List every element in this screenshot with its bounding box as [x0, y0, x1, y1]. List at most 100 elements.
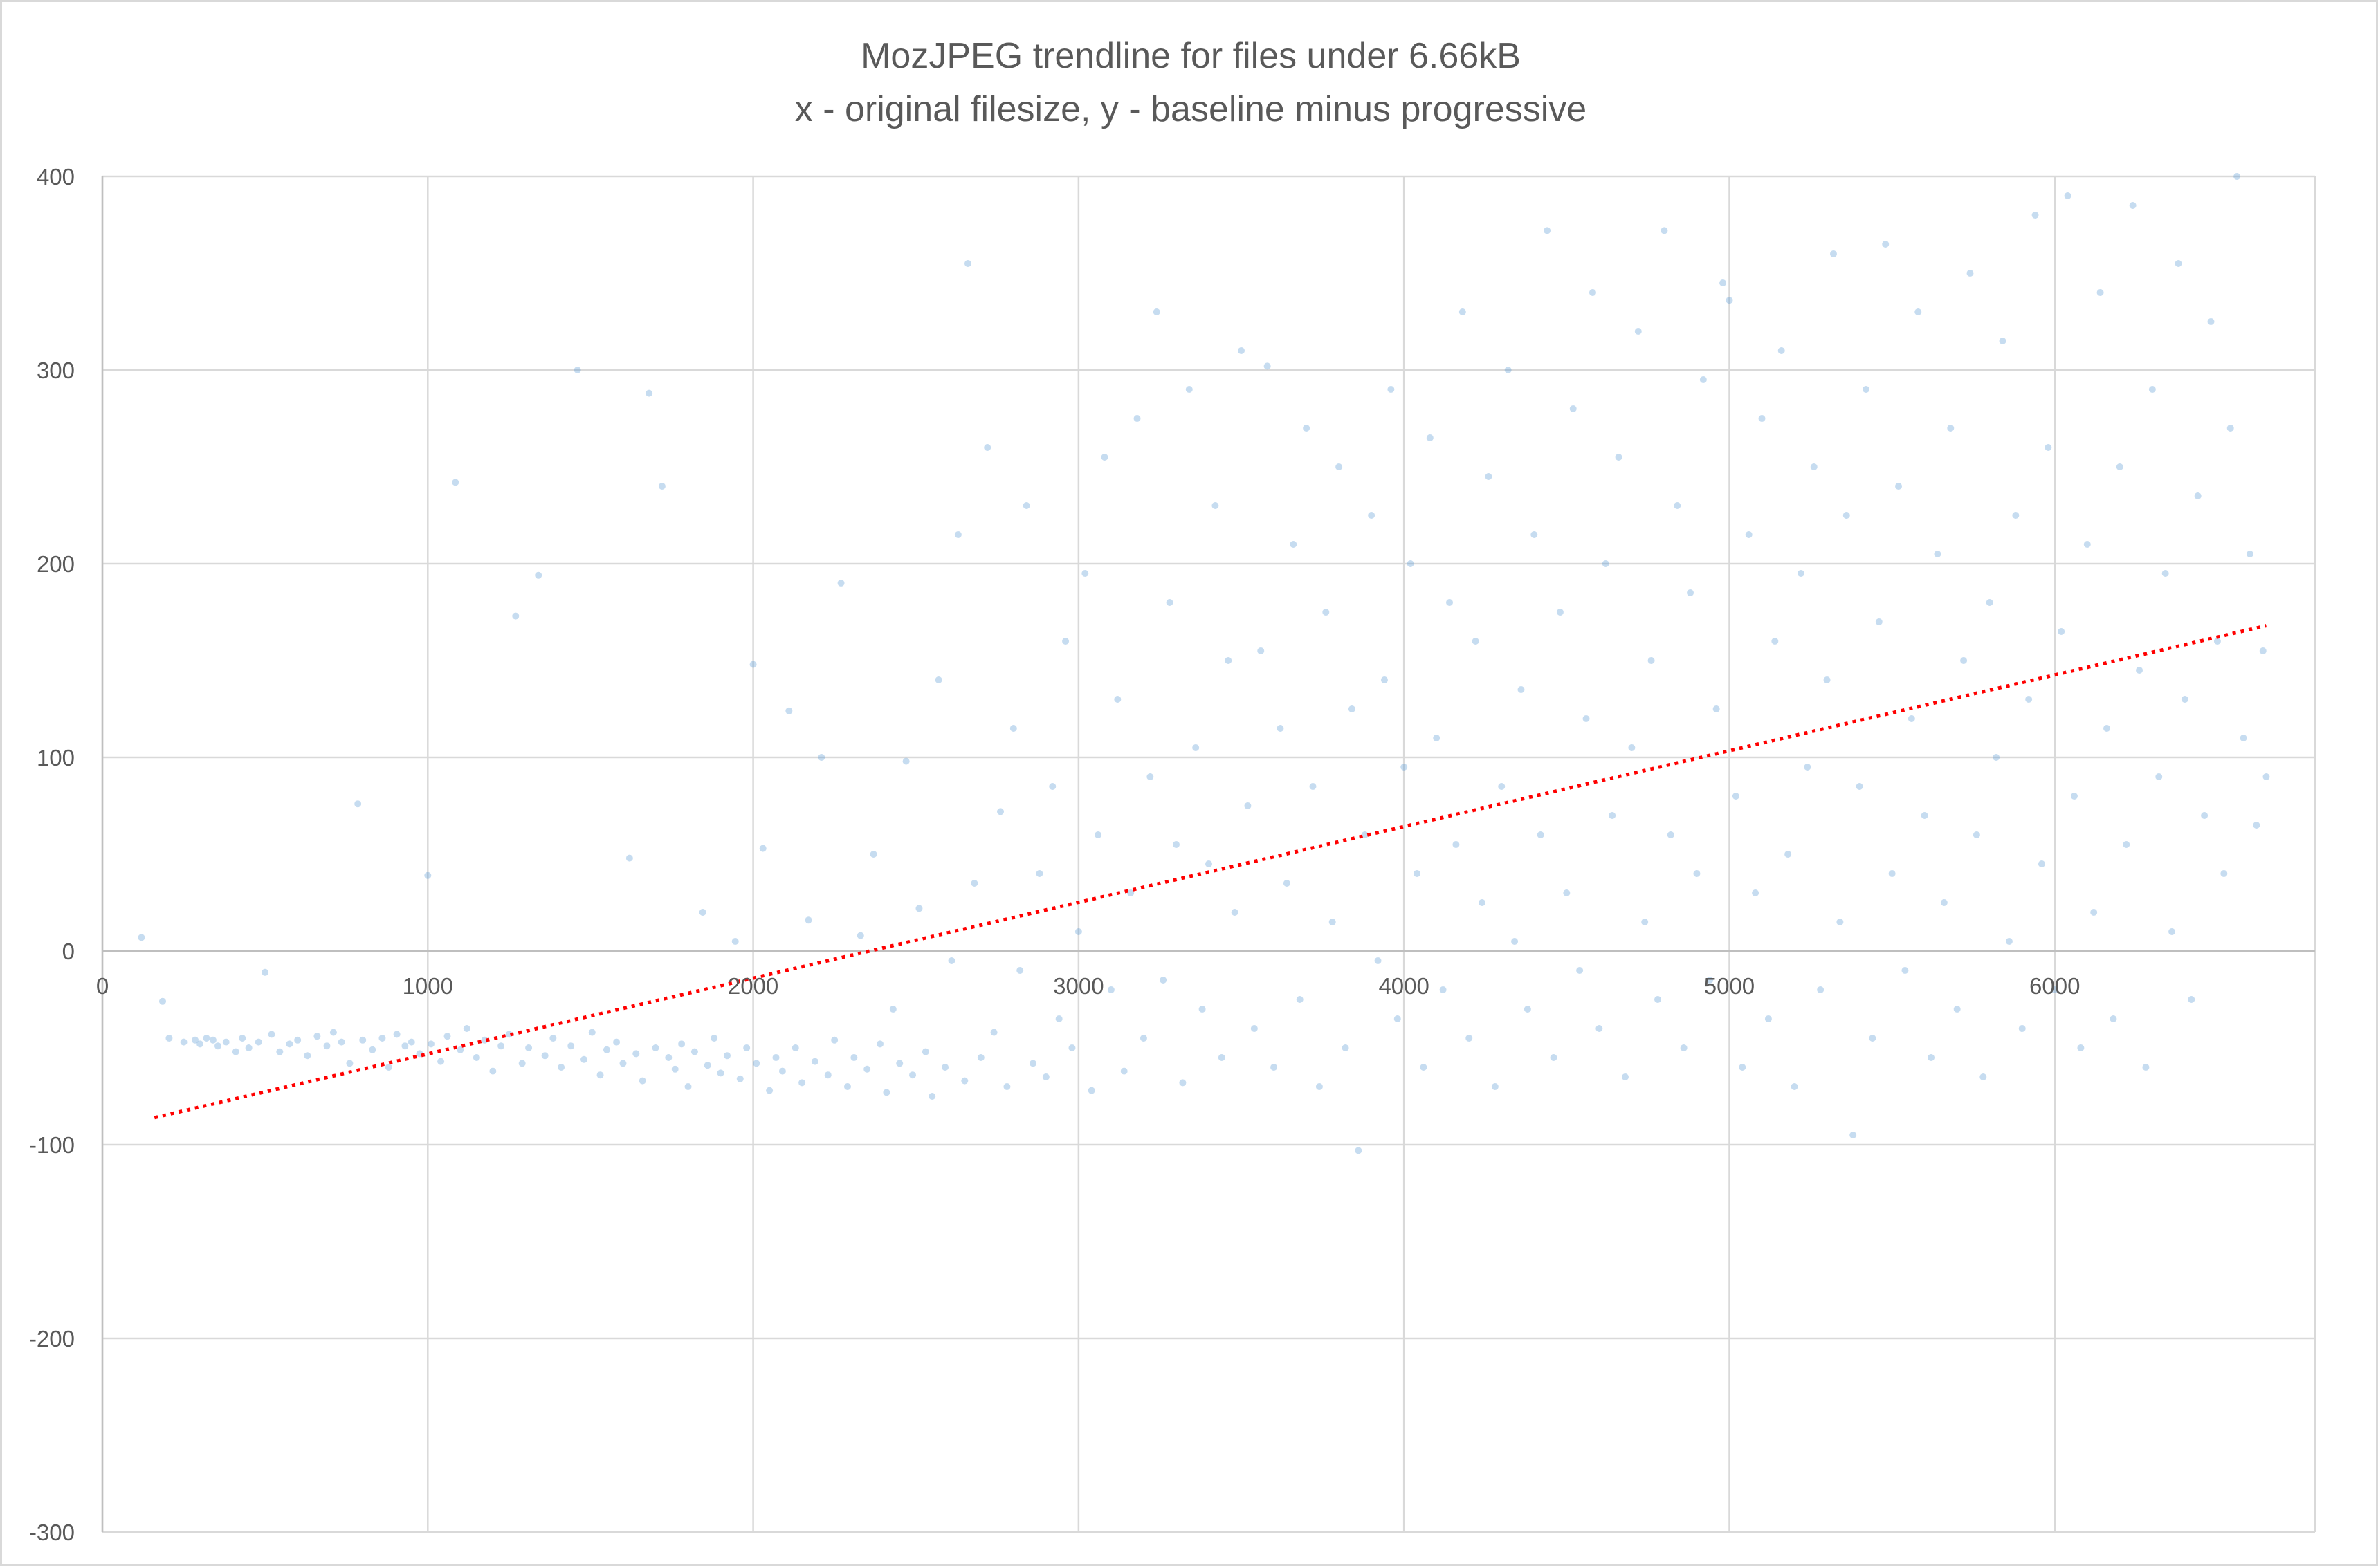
- data-point: [1726, 297, 1733, 304]
- data-point: [401, 1042, 409, 1050]
- data-point: [639, 1077, 646, 1085]
- data-point: [896, 1060, 904, 1067]
- data-point: [990, 1029, 998, 1036]
- data-point: [1556, 609, 1564, 616]
- data-point: [863, 1065, 871, 1073]
- data-point: [909, 1071, 917, 1079]
- data-point: [489, 1067, 497, 1075]
- data-point: [1634, 328, 1642, 335]
- data-point: [2018, 1025, 2026, 1032]
- data-point: [961, 1077, 969, 1085]
- data-point: [2233, 173, 2241, 180]
- data-point: [1133, 415, 1141, 422]
- data-point: [811, 1058, 818, 1065]
- data-point: [1088, 1087, 1095, 1094]
- data-point: [276, 1048, 284, 1055]
- data-point: [2096, 289, 2104, 296]
- data-point: [785, 707, 793, 714]
- data-point: [1687, 589, 1694, 596]
- data-point: [1387, 386, 1395, 393]
- data-point: [1960, 657, 1968, 664]
- data-point: [1732, 793, 1739, 800]
- data-point: [1641, 919, 1649, 925]
- data-point: [766, 1087, 774, 1094]
- data-point: [1752, 889, 1759, 896]
- data-point: [671, 1065, 679, 1073]
- y-tick-label: -300: [29, 1520, 75, 1545]
- data-point: [1342, 1044, 1349, 1051]
- data-point: [731, 938, 739, 945]
- data-point: [1166, 599, 1173, 606]
- data-points: [138, 173, 2270, 1154]
- data-point: [1647, 657, 1655, 664]
- data-point: [518, 1060, 526, 1067]
- data-point: [452, 479, 459, 486]
- data-point: [1433, 735, 1440, 741]
- data-point: [1699, 376, 1707, 383]
- data-point: [2181, 696, 2188, 703]
- data-point: [824, 1071, 832, 1079]
- data-point: [1875, 618, 1883, 625]
- x-tick-label: 1000: [403, 973, 453, 999]
- y-tick-label: 300: [37, 358, 75, 383]
- data-point: [329, 1029, 337, 1036]
- data-point: [1849, 1132, 1857, 1138]
- data-point: [1804, 764, 1811, 771]
- data-point: [2207, 318, 2215, 325]
- data-point: [2194, 492, 2202, 499]
- data-point: [214, 1042, 221, 1050]
- data-point: [1009, 725, 1017, 732]
- data-point: [354, 800, 362, 808]
- data-point: [1791, 1083, 1798, 1090]
- chart-title: MozJPEG trendline for files under 6.66kB: [861, 36, 1521, 76]
- axes: [101, 176, 2315, 1532]
- data-point: [1758, 415, 1766, 422]
- data-point: [2051, 986, 2058, 993]
- data-point: [2045, 444, 2052, 451]
- data-point: [603, 1046, 610, 1053]
- data-point: [1537, 831, 1544, 838]
- data-point: [1355, 1147, 1362, 1154]
- data-point: [1426, 434, 1434, 441]
- data-point: [922, 1048, 929, 1055]
- data-point: [964, 260, 971, 267]
- data-point: [2090, 909, 2098, 916]
- data-point: [1999, 338, 2006, 344]
- data-point: [935, 676, 942, 683]
- x-tick-label: 4000: [1378, 973, 1429, 999]
- data-point: [346, 1060, 354, 1067]
- chart-subtitle: x - original filesize, y - baseline minu…: [795, 89, 1586, 129]
- data-point: [1322, 609, 1330, 616]
- data-point: [203, 1035, 210, 1042]
- data-point: [535, 571, 542, 579]
- data-point: [2246, 551, 2253, 557]
- data-point: [2025, 696, 2033, 703]
- x-tick-label: 0: [96, 973, 109, 999]
- data-point: [711, 1035, 718, 1042]
- data-point: [1062, 638, 1070, 645]
- data-point: [1797, 570, 1804, 577]
- data-point: [443, 1033, 451, 1040]
- data-point: [180, 1038, 188, 1046]
- data-point: [2012, 512, 2020, 519]
- data-point: [704, 1062, 711, 1069]
- data-point: [1530, 531, 1538, 538]
- data-point: [196, 1040, 204, 1048]
- data-point: [378, 1035, 386, 1042]
- data-point: [883, 1089, 890, 1096]
- data-point: [1856, 783, 1863, 790]
- data-point: [690, 1048, 698, 1055]
- data-point: [1706, 977, 1714, 984]
- data-point: [665, 1054, 673, 1061]
- data-point: [850, 1054, 858, 1061]
- data-point: [1303, 425, 1310, 432]
- data-point: [1277, 725, 1284, 732]
- data-point: [717, 1069, 724, 1077]
- data-point: [457, 1046, 464, 1053]
- data-point: [1569, 405, 1577, 412]
- data-point: [1296, 996, 1304, 1003]
- data-point: [138, 934, 145, 941]
- data-point: [1270, 1064, 1278, 1071]
- data-point: [2188, 996, 2195, 1003]
- data-point: [1953, 1006, 1961, 1013]
